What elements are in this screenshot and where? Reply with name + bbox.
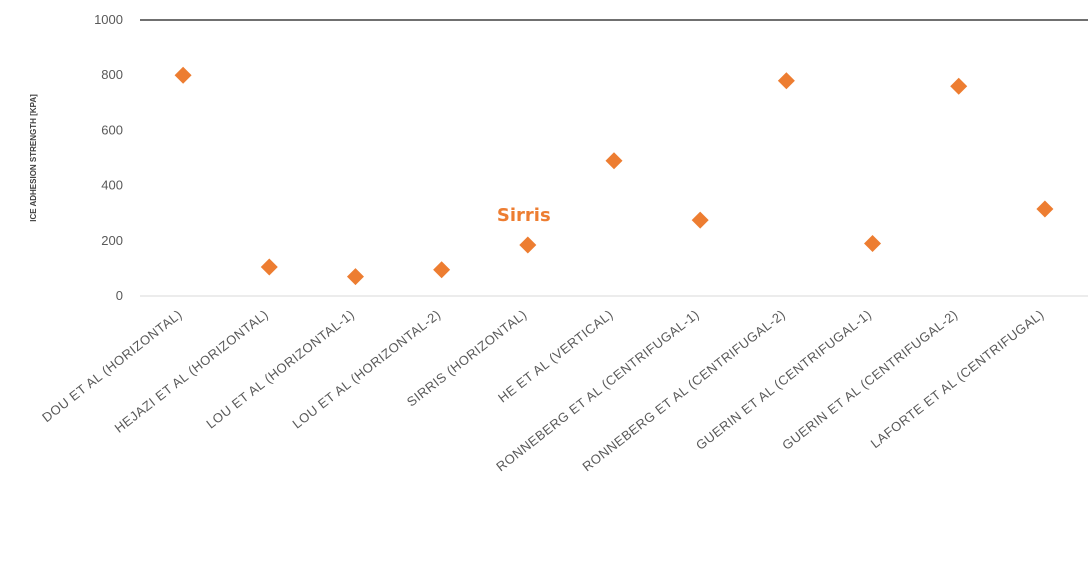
data-point (691, 211, 709, 229)
x-tick-label: LOU ET AL (HORIZONTAL-1) (203, 307, 357, 432)
y-tick-label: 200 (101, 233, 123, 248)
data-point (346, 268, 364, 286)
y-tick-label: 400 (101, 178, 123, 193)
data-point (1036, 200, 1054, 218)
x-tick-label: HEJAZI ET AL (HORIZONTAL) (112, 307, 271, 436)
data-point (260, 258, 278, 276)
data-point (777, 72, 795, 90)
y-tick-label: 800 (101, 67, 123, 82)
data-point (950, 77, 968, 95)
x-tick-label: DOU ET AL (HORIZONTAL) (39, 307, 185, 426)
x-tick-label: LAFORTE ET AL (CENTRIFUGAL) (868, 307, 1047, 452)
data-point (433, 261, 451, 279)
y-tick-label: 600 (101, 122, 123, 137)
y-tick-label: 0 (116, 288, 123, 303)
annotations: Sirris (497, 205, 551, 226)
y-axis-title-group: ICE ADHESION STRENGTH [KPA] (29, 94, 38, 222)
x-tick-label: GUERIN ET AL (CENTRIFUGAL-2) (779, 307, 960, 453)
axes (140, 19, 1088, 297)
y-tick-labels: 0 200 400 600 800 1000 (94, 12, 123, 303)
data-point (605, 152, 623, 170)
x-tick-labels: DOU ET AL (HORIZONTAL)HEJAZI ET AL (HORI… (39, 307, 1047, 475)
x-tick-label: LOU ET AL (HORIZONTAL-2) (290, 307, 444, 432)
data-point (864, 235, 882, 253)
data-point (519, 236, 537, 254)
x-tick-label: GUERIN ET AL (CENTRIFUGAL-1) (693, 307, 874, 453)
y-axis-title: ICE ADHESION STRENGTH [KPA] (29, 94, 38, 222)
y-tick-label: 1000 (94, 12, 123, 27)
data-point (174, 66, 192, 84)
data-points (174, 66, 1054, 286)
annotation-label: Sirris (497, 205, 551, 226)
